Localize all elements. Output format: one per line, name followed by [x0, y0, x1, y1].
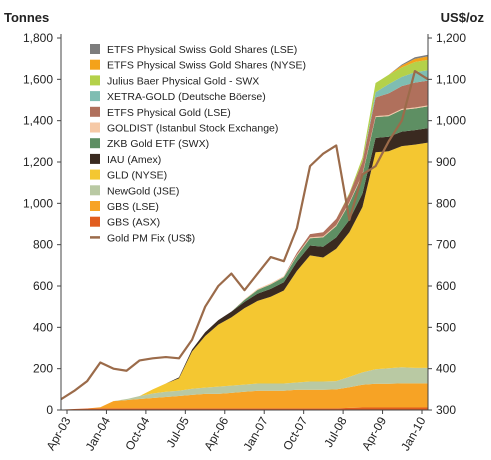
legend-swatch: [90, 75, 100, 86]
area-gld-nyse: [61, 142, 428, 410]
right-tick-label: 1,200: [436, 31, 466, 45]
legend-entry-etfs-physical-swiss-gold-shares-nyse: ETFS Physical Swiss Gold Shares (NYSE): [107, 60, 306, 72]
legend-entry-julius-baer-physical-gold-swx: Julius Baer Physical Gold - SWX: [107, 75, 259, 87]
legend-swatch: [90, 185, 100, 196]
legend-swatch: [90, 138, 100, 149]
legend-entry-gbs-asx: GBS (ASX): [107, 217, 160, 229]
legend-swatch: [90, 59, 100, 70]
area-gbs-asx: [61, 407, 428, 410]
legend-entry-etfs-physical-gold-lse: ETFS Physical Gold (LSE): [107, 107, 231, 119]
left-tick-label: 400: [33, 320, 53, 334]
legend-entry-newgold-jse: NewGold (JSE): [107, 185, 179, 197]
left-tick-label: 1,400: [23, 114, 53, 128]
price-line-layer: [60, 69, 429, 401]
legend-swatch: [90, 122, 100, 133]
legend-swatch: [90, 169, 100, 180]
area-gbs-lse: [61, 383, 428, 410]
right-tick-label: 400: [436, 362, 456, 376]
right-tick-label: 700: [436, 238, 456, 252]
right-tick-label: 600: [436, 279, 456, 293]
right-tick-label: 900: [436, 155, 456, 169]
area-newgold-jse: [61, 367, 428, 410]
x-tick-label: Jan-04: [83, 414, 114, 453]
x-tick-label: Apr-06: [201, 414, 231, 452]
left-tick-label: 1,000: [23, 196, 53, 210]
left-tick-label: 1,800: [23, 31, 53, 45]
x-tick-label: Jul-05: [163, 414, 192, 450]
right-axis-title: US$/oz: [441, 10, 485, 25]
x-tick-label: Apr-03: [43, 414, 73, 452]
legend-entry-zkb-gold-etf-swx: ZKB Gold ETF (SWX): [107, 138, 209, 150]
x-tick-label: Oct-04: [122, 414, 152, 452]
x-tick-label: Oct-07: [280, 414, 310, 452]
legend-entry-gbs-lse: GBS (LSE): [107, 201, 159, 213]
left-tick-label: 600: [33, 279, 53, 293]
left-axis-title: Tonnes: [4, 10, 49, 25]
legend: ETFS Physical Swiss Gold Shares (LSE) ETF…: [90, 44, 306, 244]
legend-entry-iau-amex: IAU (Amex): [107, 154, 161, 166]
x-tick-label: Jul-08: [321, 414, 350, 450]
legend-swatch: [90, 201, 100, 211]
line-gold-pm-fix-us: [60, 69, 429, 401]
x-axis: Apr-03 Jan-04 Oct-04 Jul-05 Apr-06 Jan-07 Oct-…: [43, 410, 429, 453]
x-tick-label: Apr-09: [359, 414, 389, 452]
legend-entry-goldist-istanbul-stock-exchange: GOLDIST (Istanbul Stock Exchange): [107, 123, 278, 135]
x-tick-label: Jan-10: [398, 414, 429, 453]
legend-entry-xetra-gold-deutsche-b-erse: XETRA-GOLD (Deutsche Böerse): [107, 91, 266, 103]
legend-entry-gold-pm-fix-us: Gold PM Fix (US$): [107, 232, 195, 244]
left-tick-label: 1,200: [23, 155, 53, 169]
right-tick-label: 1,000: [436, 114, 466, 128]
right-axis: 300 400 500 600 700 800 900 1,000 1,100 1,200: [428, 31, 466, 417]
right-tick-label: 500: [436, 320, 456, 334]
legend-entry-gld-nyse: GLD (NYSE): [107, 170, 167, 182]
left-tick-label: 800: [33, 238, 53, 252]
right-tick-label: 300: [436, 403, 456, 417]
legend-swatch: [90, 216, 100, 227]
left-tick-label: 1,600: [23, 72, 53, 86]
right-tick-label: 1,100: [436, 72, 466, 86]
left-tick-label: 200: [33, 362, 53, 376]
legend-swatch: [90, 91, 100, 102]
legend-swatch: [90, 44, 100, 54]
left-axis: 0 200 400 600 800 1,000 1,200 1,400 1,600 1,800: [23, 31, 61, 417]
area-layer: [61, 54, 428, 410]
left-tick-label: 0: [46, 403, 53, 417]
legend-swatch: [90, 153, 100, 164]
x-tick-label: Jan-07: [240, 414, 271, 453]
legend-swatch: [90, 106, 100, 117]
area-etfs-physical-gold-lse: [61, 80, 428, 410]
right-tick-label: 800: [436, 196, 456, 210]
plot-frame: [60, 34, 429, 411]
legend-entry-etfs-physical-swiss-gold-shares-lse: ETFS Physical Swiss Gold Shares (LSE): [107, 44, 297, 56]
